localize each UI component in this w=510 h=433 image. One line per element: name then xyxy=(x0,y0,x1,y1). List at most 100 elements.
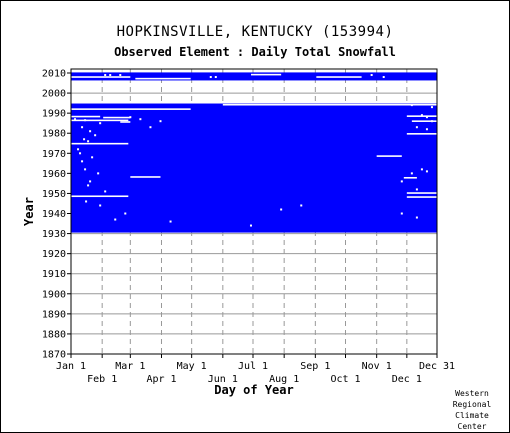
x-tick-label: Jan 1 xyxy=(56,361,86,372)
missing-data-gap xyxy=(71,142,129,145)
y-axis-label: Year xyxy=(22,197,36,226)
x-tick-label: Aug 1 xyxy=(269,374,299,385)
credit-line: Center xyxy=(457,422,487,431)
missing-data-gap xyxy=(403,176,417,179)
missing-data-point xyxy=(430,120,433,123)
x-tick-label: Nov 1 xyxy=(362,361,392,372)
observed-data-block xyxy=(71,72,437,81)
x-tick-label: Sep 1 xyxy=(300,361,330,372)
missing-data-gap xyxy=(411,120,437,122)
missing-data-gap xyxy=(71,119,129,122)
missing-data-point xyxy=(420,114,423,117)
missing-data-point xyxy=(430,106,433,109)
missing-data-point xyxy=(89,130,92,133)
missing-data-point xyxy=(280,208,283,211)
y-tick-label: 1920 xyxy=(42,249,66,260)
x-tick-label: Feb 1 xyxy=(87,374,117,385)
missing-data-gap xyxy=(406,192,437,194)
missing-data-point xyxy=(79,152,82,155)
missing-data-point xyxy=(249,224,252,227)
missing-data-gap xyxy=(406,196,437,198)
missing-data-gap xyxy=(103,116,131,119)
missing-data-gap xyxy=(71,108,191,110)
missing-data-point xyxy=(159,120,162,123)
missing-data-gap xyxy=(406,115,437,117)
missing-data-point xyxy=(425,128,428,131)
missing-data-point xyxy=(129,116,132,119)
missing-data-point xyxy=(214,76,217,79)
missing-data-point xyxy=(149,126,152,129)
missing-data-point xyxy=(99,204,102,207)
missing-data-point xyxy=(124,212,127,215)
missing-data-point xyxy=(420,168,423,171)
x-tick-label: Mar 1 xyxy=(115,361,145,372)
y-tick-label: 1990 xyxy=(42,109,66,120)
missing-data-point xyxy=(84,168,87,171)
missing-data-point xyxy=(300,204,303,207)
missing-data-point xyxy=(370,74,373,77)
y-tick-label: 1950 xyxy=(42,189,66,200)
missing-data-gap xyxy=(406,133,437,135)
missing-data-gap xyxy=(71,115,101,118)
missing-data-point xyxy=(85,200,88,203)
chart-title: HOPKINSVILLE, KENTUCKY (153994) xyxy=(116,24,394,40)
missing-data-point xyxy=(415,216,418,219)
missing-data-point xyxy=(425,170,428,173)
missing-data-gap xyxy=(222,103,437,106)
credit-line: Western xyxy=(455,389,489,398)
missing-data-point xyxy=(87,140,90,143)
missing-data-point xyxy=(415,188,418,191)
missing-data-point xyxy=(99,122,102,125)
missing-data-point xyxy=(81,126,84,129)
missing-data-point xyxy=(81,160,84,163)
missing-data-point xyxy=(169,220,172,223)
missing-data-point xyxy=(415,126,418,129)
y-tick-label: 1880 xyxy=(42,329,66,340)
missing-data-point xyxy=(87,184,90,187)
x-tick-label: May 1 xyxy=(177,361,207,372)
missing-data-point xyxy=(410,172,413,175)
y-tick-label: 2010 xyxy=(42,69,66,80)
missing-data-gap xyxy=(71,195,129,198)
y-tick-label: 1870 xyxy=(42,350,66,361)
x-tick-label: Apr 1 xyxy=(146,374,176,385)
y-tick-label: 1900 xyxy=(42,289,66,300)
y-tick-label: 1980 xyxy=(42,129,66,140)
missing-data-point xyxy=(119,74,122,77)
missing-data-gap xyxy=(376,155,402,157)
credit-block: Western Regional Climate Center xyxy=(442,388,502,432)
missing-data-gap xyxy=(130,176,161,178)
missing-data-gap xyxy=(135,77,191,80)
missing-data-point xyxy=(97,172,100,175)
missing-data-point xyxy=(74,118,77,121)
missing-data-point xyxy=(400,212,403,215)
missing-data-point xyxy=(77,148,80,151)
credit-line: Regional xyxy=(452,400,492,409)
plot-border xyxy=(70,68,438,355)
missing-data-point xyxy=(104,190,107,193)
missing-data-point xyxy=(94,134,97,137)
chart-subtitle: Observed Element : Daily Total Snowfall xyxy=(114,45,396,59)
missing-data-point xyxy=(425,116,428,119)
x-tick-label: Jul 1 xyxy=(238,361,268,372)
missing-data-gap xyxy=(250,73,282,76)
missing-data-point xyxy=(400,180,403,183)
missing-data-point xyxy=(83,138,86,141)
missing-data-point xyxy=(139,118,142,121)
y-tick-label: 1910 xyxy=(42,269,66,280)
missing-data-point xyxy=(84,119,87,122)
missing-data-point xyxy=(410,104,413,107)
y-tick-label: 1970 xyxy=(42,149,66,160)
missing-data-point xyxy=(209,76,212,79)
missing-data-gap xyxy=(120,121,131,123)
missing-data-point xyxy=(382,76,385,79)
x-tick-label: Dec 31 xyxy=(419,361,455,372)
missing-data-point xyxy=(89,180,92,183)
missing-data-gap xyxy=(316,76,362,78)
y-tick-label: 1940 xyxy=(42,209,66,220)
y-tick-label: 1930 xyxy=(42,229,66,240)
observed-data-block xyxy=(71,103,437,233)
missing-data-point xyxy=(104,74,107,77)
missing-data-point xyxy=(91,156,94,159)
